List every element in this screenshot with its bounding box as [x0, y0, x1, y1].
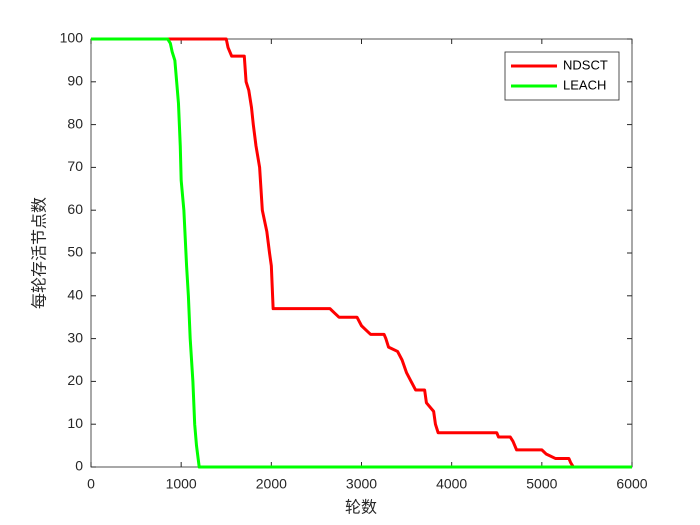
legend-label: NDSCT: [563, 57, 608, 72]
legend-label: LEACH: [563, 77, 606, 92]
x-tick-label: 5000: [526, 476, 557, 492]
x-tick-label: 6000: [616, 476, 647, 492]
x-axis-label: 轮数: [345, 498, 377, 517]
y-axis-label: 每轮存活节点数: [30, 197, 49, 309]
legend-box: [504, 51, 620, 101]
plot-area: [90, 38, 633, 468]
y-tick-label: 60: [67, 201, 83, 217]
x-tick-label: 3000: [346, 476, 377, 492]
y-tick-label: 90: [67, 73, 83, 89]
y-tick-label: 30: [67, 329, 83, 345]
data-line: [91, 37, 632, 469]
y-tick-label: 40: [67, 287, 83, 303]
y-tick-label: 100: [60, 30, 84, 46]
data-line: [91, 37, 575, 468]
y-tick-label: 0: [75, 458, 83, 474]
y-tick-label: 10: [67, 415, 83, 431]
x-tick-label: 1000: [166, 476, 197, 492]
y-tick-label: 70: [67, 158, 83, 174]
x-tick-label: 0: [87, 476, 95, 492]
x-tick-label: 4000: [436, 476, 467, 492]
x-tick-label: 2000: [256, 476, 287, 492]
y-tick-label: 80: [67, 115, 83, 131]
y-tick-label: 50: [67, 244, 83, 260]
y-tick-label: 20: [67, 372, 83, 388]
